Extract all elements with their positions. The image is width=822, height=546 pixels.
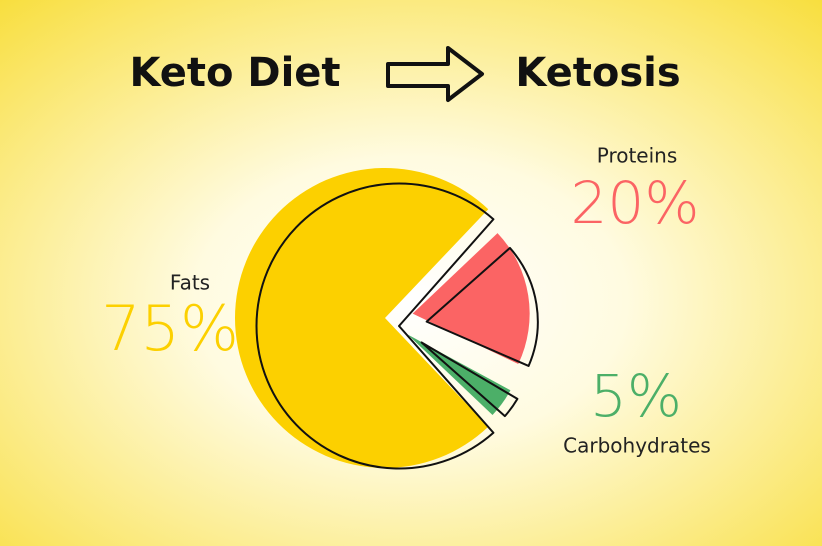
- annotation: Ketosis: [515, 50, 680, 96]
- category-label: Fats: [170, 271, 210, 295]
- category-label: Proteins: [597, 144, 678, 168]
- arrow: [386, 46, 484, 102]
- category-label: Carbohydrates: [563, 434, 711, 458]
- pie-slice: [412, 233, 530, 364]
- slice-outline: [425, 246, 539, 367]
- chart-title: Keto Diet: [129, 50, 340, 96]
- value-label: 20%: [571, 169, 700, 237]
- pie-slice: [235, 167, 489, 468]
- value-label: 75%: [101, 292, 239, 365]
- value-label: 5%: [590, 362, 682, 430]
- slice-outline: [420, 341, 519, 418]
- slice-outline: [255, 182, 495, 470]
